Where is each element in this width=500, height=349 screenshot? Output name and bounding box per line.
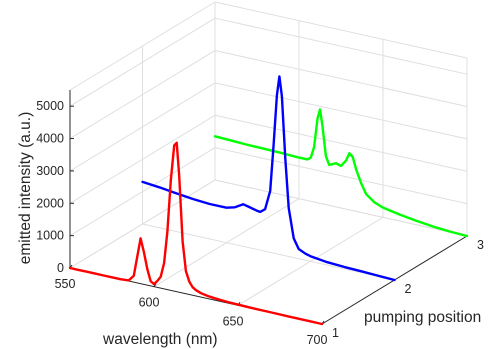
z-tick-label: 5000: [36, 99, 64, 113]
series-lines: [68, 75, 469, 326]
grid-lines: [69, 1, 468, 325]
tick-labels: 0 1000 2000 3000 4000 5000 550 600 650 700 1 2 3: [36, 99, 484, 347]
z-tick-label: 0: [57, 261, 64, 275]
grid-line-z-back: [214, 82, 468, 140]
x-tick-label: 600: [139, 296, 160, 310]
x-tick-label: 650: [223, 314, 244, 328]
x-axis-title: wavelength (nm): [102, 331, 218, 348]
z-tick-label: 2000: [36, 196, 64, 210]
z-tick-label: 3000: [36, 164, 64, 178]
x-tick-label: 700: [307, 333, 328, 347]
z-tick-label: 1000: [36, 229, 64, 243]
grid-line-z-back: [214, 147, 468, 205]
z-tick-label: 4000: [36, 132, 64, 146]
x-tick-label: 550: [55, 277, 76, 291]
z-axis-title: emitted intensity (a.u.): [17, 112, 34, 264]
series-line-position-3: [213, 108, 469, 238]
y-tick-label: 1: [332, 326, 339, 340]
y-axis-title: pumping position: [364, 309, 481, 326]
box-edge: [214, 1, 468, 59]
grid-line-y-floor: [142, 223, 395, 281]
grid-line-z-back: [214, 114, 468, 172]
grid-line-z-back: [214, 50, 468, 108]
y-tick-label: 3: [477, 238, 484, 252]
series-line-position-1: [68, 141, 324, 326]
box-edge: [69, 1, 216, 91]
grid-line-z-back: [214, 17, 468, 75]
series-line-position-2: [141, 75, 396, 282]
grid-line-y-floor: [214, 179, 468, 237]
y-tick-label: 2: [405, 282, 412, 296]
